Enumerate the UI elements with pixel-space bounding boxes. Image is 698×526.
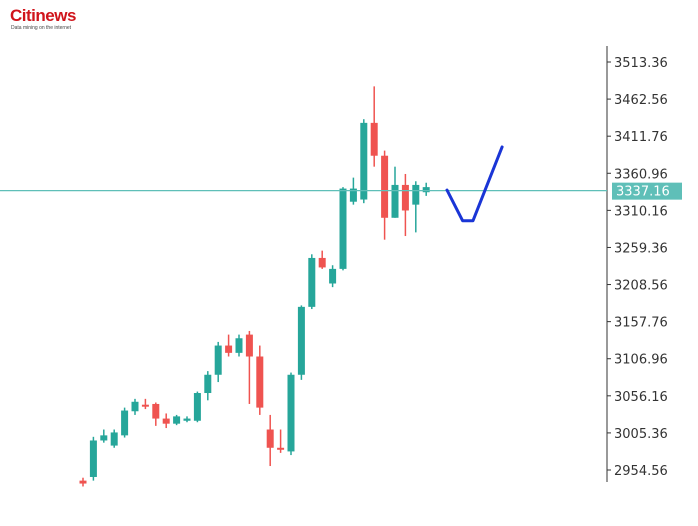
candle-body [412, 184, 420, 205]
candle-body [173, 416, 181, 424]
candle [162, 413, 170, 429]
y-tick-label: 3005.36 [614, 427, 668, 442]
candle [266, 414, 274, 467]
candle-body [381, 155, 389, 218]
y-tick-label: 3106.96 [614, 353, 668, 368]
candle [131, 398, 139, 415]
y-tick-label: 3259.36 [614, 241, 668, 256]
candle [308, 254, 316, 310]
y-tick-label: 3208.56 [614, 279, 668, 294]
candle [360, 119, 368, 204]
candle-body [235, 338, 243, 353]
candle [79, 477, 87, 487]
candle-body [225, 345, 233, 353]
candle-body [79, 480, 87, 484]
y-tick-label: 3310.16 [614, 204, 668, 219]
forecast-path [445, 145, 504, 223]
candle-body [256, 356, 264, 408]
candle [297, 305, 305, 380]
candle [370, 86, 378, 167]
candle [235, 334, 243, 357]
candle-body [318, 257, 326, 268]
candle [214, 341, 222, 383]
candle-body [110, 432, 118, 446]
candle-body [401, 184, 409, 211]
candle-body [214, 345, 222, 375]
y-tick-label: 3056.16 [614, 390, 668, 405]
candle-body [339, 188, 347, 269]
candle [183, 416, 191, 423]
candle-body [162, 418, 170, 424]
candle [193, 391, 201, 423]
y-tick-label: 3513.36 [614, 56, 668, 71]
candle-body [266, 429, 274, 448]
logo-wordmark: Citinews [10, 6, 76, 25]
y-tick-label: 2954.56 [614, 464, 668, 479]
candle [225, 334, 233, 357]
candle-body [308, 257, 316, 307]
candle-body [204, 374, 212, 394]
candle-body [329, 268, 337, 284]
candle-body [152, 403, 160, 419]
candle-body [297, 306, 305, 375]
y-tick-label: 3360.96 [614, 167, 668, 182]
logo-tagline: Data mining on the internet [11, 25, 72, 31]
candle [339, 187, 347, 271]
candle [256, 345, 264, 415]
candle-body [141, 404, 149, 407]
candle-body [391, 184, 399, 218]
candle-body [422, 187, 430, 193]
y-tick-label: 3462.56 [614, 93, 668, 108]
candle-body [277, 447, 285, 450]
candle [245, 330, 253, 404]
candle-body [100, 435, 108, 441]
current-price-box [612, 182, 682, 200]
candle-body [193, 393, 201, 421]
candle [422, 182, 430, 196]
candle [277, 429, 285, 453]
candle [381, 150, 389, 240]
candle [391, 166, 399, 218]
citinews-logo: Citinews Data mining on the internet [10, 6, 90, 32]
candle-body [360, 122, 368, 200]
candle-body [121, 410, 129, 436]
candle-body [183, 418, 191, 421]
candle [318, 250, 326, 269]
y-tick-label: 3411.76 [614, 130, 668, 145]
candle-body [245, 334, 253, 357]
candle [100, 429, 108, 443]
candle [412, 181, 420, 233]
candle [141, 398, 149, 410]
candle [121, 407, 129, 438]
current-price-label: 3337.16 [616, 185, 670, 200]
candles-group [79, 86, 430, 487]
candle-body [89, 440, 97, 477]
candle [401, 173, 409, 237]
y-tick-label: 3157.76 [614, 316, 668, 331]
candle [329, 265, 337, 288]
candle [89, 436, 97, 481]
candle [173, 414, 181, 426]
candle [287, 372, 295, 456]
candle-body [349, 188, 357, 202]
candle [152, 402, 160, 426]
candle [204, 371, 212, 401]
candle-body [131, 401, 139, 412]
y-axis-ticks: 3513.36 3462.56 3411.76 3360.96 3310.16 3259.… [607, 56, 668, 479]
candle-body [287, 374, 295, 452]
candle-body [370, 122, 378, 156]
candle [110, 429, 118, 448]
